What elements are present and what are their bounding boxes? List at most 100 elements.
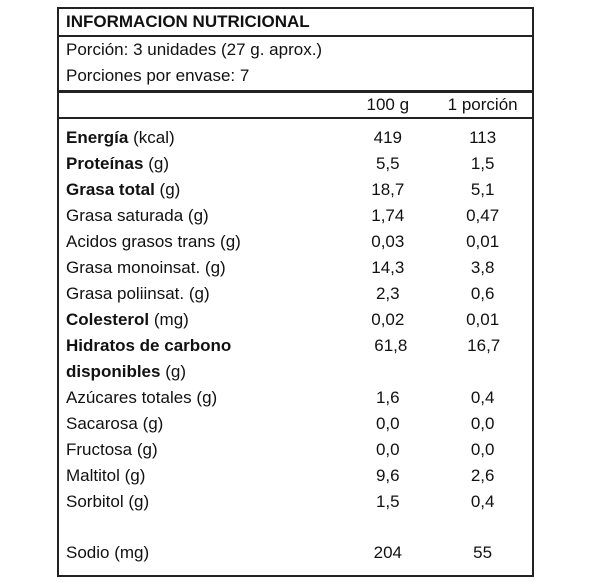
nutrient-row: Sorbitol (g) 1,5 0,4 xyxy=(59,489,532,515)
label-title: INFORMACION NUTRICIONAL xyxy=(59,9,532,37)
value-100g: 9,6 xyxy=(375,466,400,485)
nutrient-name-cell: Fructosa (g) xyxy=(59,437,348,463)
nutrient-row: Azúcares totales (g) 1,6 0,4 xyxy=(59,385,532,411)
column-header: 100 g 1 porción xyxy=(59,93,532,119)
nutrient-unit: (g) xyxy=(165,362,186,381)
nutrient-row: Sacarosa (g) 0,0 0,0 xyxy=(59,411,532,437)
value-100g: 0,0 xyxy=(375,440,400,459)
blank xyxy=(59,93,348,117)
nutrient-unit: (mg) xyxy=(114,543,150,562)
nutrient-name-cell: Grasa poliinsat. (g) xyxy=(59,281,348,307)
value-portion: 0,6 xyxy=(470,284,495,303)
value-100g: 14,3 xyxy=(371,258,405,277)
nutrient-row: Acidos grasos trans (g) 0,03 0,01 xyxy=(59,229,532,255)
nutrient-name-cell: Hidratos de carbono disponibles (g) xyxy=(59,333,259,385)
nutrient-name: Grasa saturada xyxy=(66,206,184,225)
value-100g: 0,0 xyxy=(375,414,400,433)
nutrient-row: Maltitol (g) 9,6 2,6 xyxy=(59,463,532,489)
nutrient-name-cell: Grasa saturada (g) xyxy=(59,203,348,229)
value-100g: 0,02 xyxy=(371,310,405,329)
nutrient-name: Fructosa xyxy=(66,440,133,459)
nutrient-name: Sorbitol xyxy=(66,492,124,511)
nutrient-unit: (g) xyxy=(148,154,169,173)
nutrient-unit: (g) xyxy=(128,492,150,511)
nutrient-unit: (mg) xyxy=(153,310,189,329)
nutrient-name: Proteínas xyxy=(66,154,144,173)
value-portion: 0,4 xyxy=(470,388,495,407)
value-100g: 1,5 xyxy=(375,492,400,511)
value-portion: 0,0 xyxy=(470,440,495,459)
servings-per-container: Porciones por envase: 7 xyxy=(59,63,532,93)
nutrient-row: Grasa poliinsat. (g) 2,3 0,6 xyxy=(59,281,532,307)
nutrient-name: Acidos grasos trans xyxy=(66,232,216,251)
value-100g: 0,03 xyxy=(371,232,405,251)
nutrient-row: Colesterol (mg) 0,02 0,01 xyxy=(59,307,532,333)
nutrient-unit: (g) xyxy=(136,440,158,459)
nutrient-unit: (g) xyxy=(196,388,218,407)
nutrient-name-cell: Azúcares totales (g) xyxy=(59,385,348,411)
column-label: 100 g xyxy=(366,95,410,114)
value-100g: 18,7 xyxy=(371,180,405,199)
value-portion: 3,8 xyxy=(470,258,495,277)
nutrient-unit: (g) xyxy=(220,232,241,251)
nutrition-label: INFORMACION NUTRICIONAL Porción: 3 unida… xyxy=(57,7,534,577)
nutrient-unit: (g) xyxy=(159,180,181,199)
value-100g: 419 xyxy=(373,128,402,147)
nutrient-name-cell: Sorbitol (g) xyxy=(59,489,348,515)
value-100g: 1,6 xyxy=(375,388,400,407)
value-100g: 61,8 xyxy=(374,336,408,355)
nutrient-row: Proteínas (g) 5,5 1,5 xyxy=(59,151,532,177)
nutrient-name-cell: Sacarosa (g) xyxy=(59,411,348,437)
value-portion: 55 xyxy=(473,543,493,562)
nutrient-name-cell: Maltitol (g) xyxy=(59,463,348,489)
nutrient-row: Energía (kcal) 419 113 xyxy=(59,125,532,151)
value-portion: 0,01 xyxy=(466,232,500,251)
value-100g: 2,3 xyxy=(375,284,400,303)
nutrient-unit: (g) xyxy=(187,206,209,225)
nutrient-unit: (g) xyxy=(124,466,146,485)
nutrient-name: Azúcares totales xyxy=(66,388,192,407)
nutrient-name-cell: Grasa monoinsat. (g) xyxy=(59,255,348,281)
rows: Energía (kcal) 419 113 Proteínas (g) 5,5 1,5 G… xyxy=(59,119,532,566)
value-portion: 16,7 xyxy=(467,336,501,355)
nutrient-name: Colesterol xyxy=(66,310,150,329)
value-portion: 0,47 xyxy=(466,206,500,225)
nutrient-unit: (kcal) xyxy=(133,128,175,147)
nutrient-row: Grasa monoinsat. (g) 14,3 3,8 xyxy=(59,255,532,281)
nutrient-name: Sodio xyxy=(66,543,110,562)
serving-size: Porción: 3 unidades (27 g. aprox.) xyxy=(66,40,323,59)
nutrient-unit: (g) xyxy=(142,414,164,433)
column-label: 1 porción xyxy=(447,95,518,114)
value-portion: 113 xyxy=(469,128,497,147)
value-portion: 0,0 xyxy=(470,414,495,433)
nutrient-row: Grasa total (g) 18,7 5,1 xyxy=(59,177,532,203)
value-portion: 2,6 xyxy=(470,466,495,485)
nutrient-name-cell: Colesterol (mg) xyxy=(59,307,348,333)
nutrient-unit: (g) xyxy=(204,258,226,277)
nutrient-row: Hidratos de carbono disponibles (g) 61,8 1… xyxy=(59,333,532,385)
nutrient-name: Maltitol xyxy=(66,466,120,485)
value-100g: 204 xyxy=(373,543,402,562)
value-portion: 0,01 xyxy=(466,310,500,329)
nutrient-row: Grasa saturada (g) 1,74 0,47 xyxy=(59,203,532,229)
nutrient-name: Sacarosa xyxy=(66,414,138,433)
nutrient-name: Grasa poliinsat. xyxy=(66,284,185,303)
nutrient-unit: (g) xyxy=(188,284,210,303)
nutrient-name-cell: Sodio (mg) xyxy=(59,540,348,566)
nutrient-name-cell: Proteínas (g) xyxy=(59,151,348,177)
nutrient-row: Fructosa (g) 0,0 0,0 xyxy=(59,437,532,463)
nutrient-name-cell: Grasa total (g) xyxy=(59,177,348,203)
value-portion: 1,5 xyxy=(470,154,495,173)
nutrient-name: Grasa total xyxy=(66,180,155,199)
value-portion: 5,1 xyxy=(470,180,495,199)
nutrient-name: Hidratos de carbono disponibles xyxy=(66,336,232,381)
value-100g: 5,5 xyxy=(375,154,400,173)
nutrient-row: Sodio (mg) 204 55 xyxy=(59,540,532,566)
nutrient-name: Grasa monoinsat. xyxy=(66,258,201,277)
nutrient-name: Energía xyxy=(66,128,129,147)
nutrient-name-cell: Acidos grasos trans (g) xyxy=(59,229,348,255)
value-portion: 0,4 xyxy=(470,492,495,511)
value-100g: 1,74 xyxy=(371,206,405,225)
nutrient-name-cell: Energía (kcal) xyxy=(59,125,348,151)
